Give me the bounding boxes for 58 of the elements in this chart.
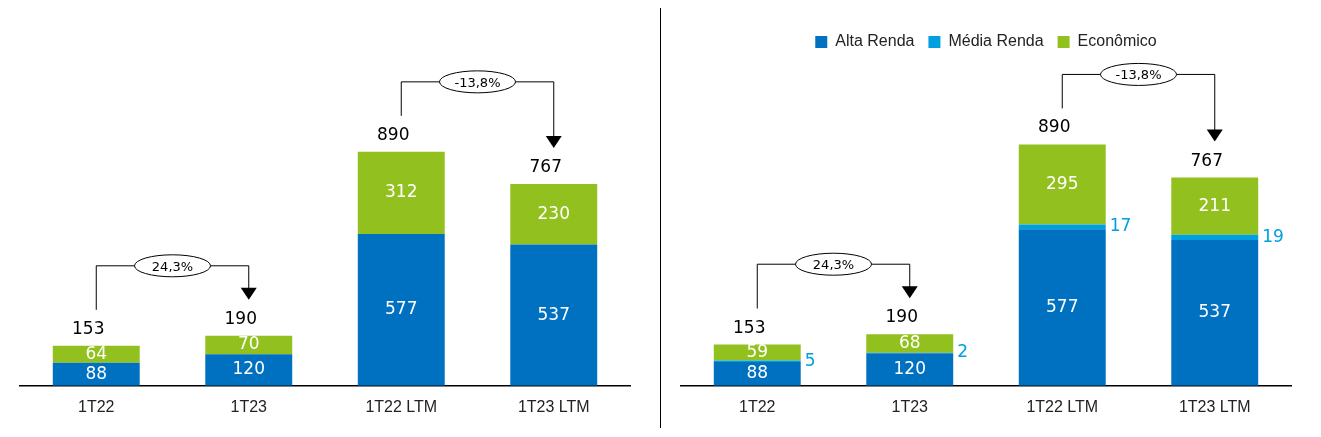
bar [1171,177,1259,235]
x-tick-label: 1T22 [739,397,776,415]
data-label: 577 [385,298,418,319]
x-tick-label: 1T23 [230,397,268,415]
x-tick-label: 1T23 [891,397,929,415]
total-label: 190 [885,306,918,327]
bar [510,183,598,245]
bar [357,233,445,386]
data-label: 120 [893,357,926,378]
annotation: 24,3% [151,258,194,274]
x-tick-label: 1T23 LTM [517,397,590,415]
bar [205,354,293,386]
data-label: 537 [537,303,570,324]
data-label: 68 [898,331,921,352]
annotation: 24,3% [812,257,855,273]
bar [1171,234,1259,241]
bar [866,353,954,386]
data-label: 17 [1109,215,1132,236]
data-label: 577 [1046,295,1079,316]
data-label: 2 [957,341,969,362]
data-label: 88 [746,362,769,383]
data-label: 70 [237,333,260,354]
data-label: 59 [746,340,769,361]
bar [1018,144,1106,225]
text: -13,8% [1115,67,1162,83]
data-label: 312 [385,181,418,202]
bar [1171,240,1259,386]
bar [510,244,598,386]
data-label: 537 [1198,301,1231,322]
data-label: 19 [1262,225,1284,246]
x-tick-label: 1T22 LTM [1026,397,1099,415]
data-label: 64 [85,342,108,363]
data-label: 211 [1198,194,1231,215]
data-label: 5 [804,349,816,370]
data-label: 88 [85,362,108,383]
bar [866,334,954,353]
legend-label: Média Renda [948,32,1044,50]
bar [52,345,140,363]
total-label: 190 [224,307,257,328]
legend-label: Econômico [1077,32,1157,50]
text: -13,8% [454,74,501,90]
bar [357,151,445,234]
bar [1018,229,1106,386]
bar [205,335,293,355]
total-label: 890 [1038,116,1071,137]
total-label: 153 [72,317,105,338]
total-label: 767 [529,155,562,176]
total-label: 153 [733,316,766,337]
data-label: 295 [1046,172,1079,193]
data-label: 230 [537,202,570,223]
data-label: 120 [232,358,265,379]
x-tick-label: 1T22 [78,397,115,415]
x-tick-label: 1T22 LTM [365,397,438,415]
total-label: 767 [1190,149,1223,170]
legend-label: Alta Renda [835,32,915,50]
bar [713,344,801,361]
total-label: 890 [377,123,410,144]
x-tick-label: 1T23 LTM [1178,397,1251,415]
